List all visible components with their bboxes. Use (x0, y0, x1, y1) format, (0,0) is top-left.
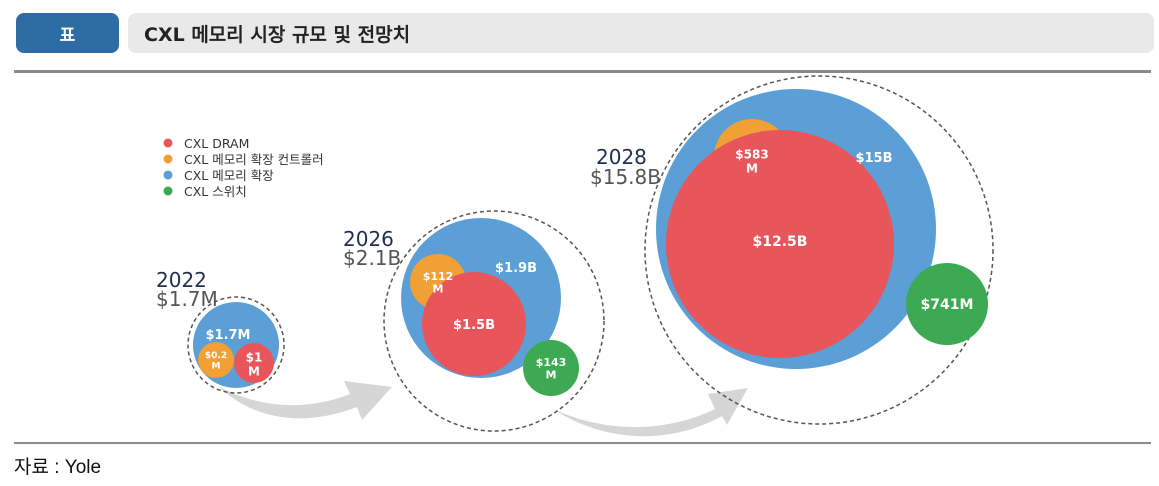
year-label-2026: 2026 (343, 227, 394, 251)
legend-dot-switch (163, 186, 173, 196)
value-expansion-2026: $1.9B (495, 261, 537, 276)
legend-label-expansion: CXL 메모리 확장 (184, 168, 274, 183)
page-title: CXL 메모리 시장 규모 및 전망치 (144, 23, 411, 46)
year-label-2028: 2028 (596, 145, 647, 169)
value-controller-2022: $0.2 M (205, 351, 227, 371)
outline-2022 (187, 296, 285, 394)
value-controller-2026: $112 M (423, 270, 454, 296)
header-badge: 표 (16, 13, 119, 53)
bubble-dram-2026 (422, 272, 526, 376)
outline-2028 (644, 75, 994, 425)
legend-dot-dram (163, 138, 173, 148)
value-expansion-2028: $15B (855, 151, 892, 166)
bubble-dram-2028 (666, 130, 894, 358)
value-controller-2028: $583 M (735, 148, 768, 176)
bubble-switch-2028 (906, 263, 988, 345)
value-dram-2026: $1.5B (453, 318, 495, 333)
legend-label-dram: CXL DRAM (184, 136, 249, 151)
bubble-switch-2026 (523, 340, 579, 396)
total-label-2026: $2.1B (343, 246, 401, 270)
top-divider (14, 70, 1151, 73)
outline-2026 (383, 210, 605, 432)
value-switch-2026: $143 M (536, 356, 567, 382)
year-label-2022: 2022 (156, 268, 207, 292)
total-label-2028: $15.8B (590, 165, 661, 189)
bubble-controller-2022 (198, 342, 234, 378)
bubble-dram-2022 (234, 343, 274, 383)
growth-arrow-1 (218, 381, 392, 420)
legend: CXL DRAM CXL 메모리 확장 컨트롤러 CXL 메모리 확장 CXL … (163, 136, 324, 199)
legend-dot-expansion (163, 170, 173, 180)
value-expansion-2022: $1.7M (205, 328, 250, 343)
total-label-2022: $1.7M (156, 287, 218, 311)
value-switch-2028: $741M (921, 297, 974, 313)
bubble-chart: CXL DRAM CXL 메모리 확장 컨트롤러 CXL 메모리 확장 CXL … (156, 75, 994, 437)
value-dram-2022: $1 M (246, 351, 263, 379)
growth-arrow-2 (553, 388, 748, 437)
legend-label-controller: CXL 메모리 확장 컨트롤러 (184, 152, 324, 167)
page-title-bar: CXL 메모리 시장 규모 및 전망치 (128, 13, 1154, 53)
bubble-group-2022: 2022 $1.7M $1.7M $0.2 M $1 M (156, 268, 285, 394)
bottom-divider (14, 442, 1151, 444)
bubble-group-2026: 2026 $2.1B $1.9B $112 M $1.5B $143 M (343, 210, 605, 432)
legend-label-switch: CXL 스위치 (184, 184, 247, 199)
bubble-group-2028: 2028 $15.8B $15B $583 M $12.5B $741M (590, 75, 994, 425)
value-dram-2028: $12.5B (753, 234, 808, 250)
source-note: 자료 : Yole (14, 457, 102, 478)
legend-dot-controller (163, 154, 173, 164)
